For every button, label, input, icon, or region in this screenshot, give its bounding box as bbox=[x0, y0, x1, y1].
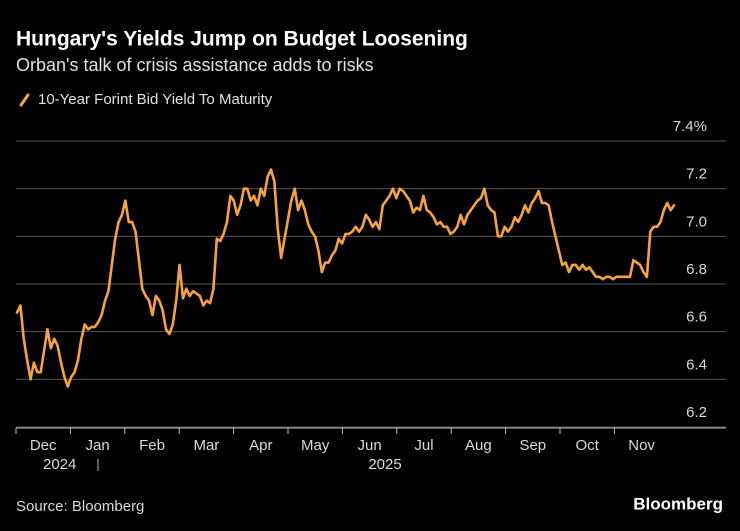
source: Source: Bloomberg bbox=[16, 498, 144, 515]
brand: Bloomberg bbox=[633, 494, 723, 513]
y-tick-label: 6.4 bbox=[686, 356, 707, 373]
x-tick-label: Dec bbox=[30, 437, 57, 454]
y-tick-label: 6.6 bbox=[686, 309, 707, 326]
x-tick-label: Jul bbox=[414, 437, 433, 454]
x-tick-label: Jun bbox=[358, 437, 382, 454]
y-tick-label: 7.2 bbox=[686, 166, 707, 183]
y-tick-label: 6.2 bbox=[686, 404, 707, 421]
y-tick-label: 6.8 bbox=[686, 261, 707, 278]
legend-swatch bbox=[19, 93, 30, 107]
y-tick-label: 7.4% bbox=[673, 118, 707, 135]
legend-label: 10-Year Forint Bid Yield To Maturity bbox=[38, 91, 273, 108]
x-tick-label: Jan bbox=[86, 437, 110, 454]
x-tick-label: Oct bbox=[576, 437, 600, 454]
x-tick-label: Aug bbox=[465, 437, 492, 454]
x-tick-label: Nov bbox=[628, 437, 655, 454]
x-tick-label: Mar bbox=[193, 437, 219, 454]
x-tick-label: Sep bbox=[519, 437, 546, 454]
year-label: 2024 bbox=[43, 456, 76, 473]
data-line bbox=[15, 168, 676, 388]
x-tick-label: Apr bbox=[249, 437, 272, 454]
x-tick-label: May bbox=[301, 437, 330, 454]
year-label: 2025 bbox=[368, 456, 401, 473]
chart-subtitle: Orban's talk of crisis assistance adds t… bbox=[16, 55, 374, 75]
chart-title: Hungary's Yields Jump on Budget Loosenin… bbox=[16, 28, 468, 51]
y-tick-label: 7.0 bbox=[686, 213, 707, 230]
x-tick-label: Feb bbox=[139, 437, 165, 454]
